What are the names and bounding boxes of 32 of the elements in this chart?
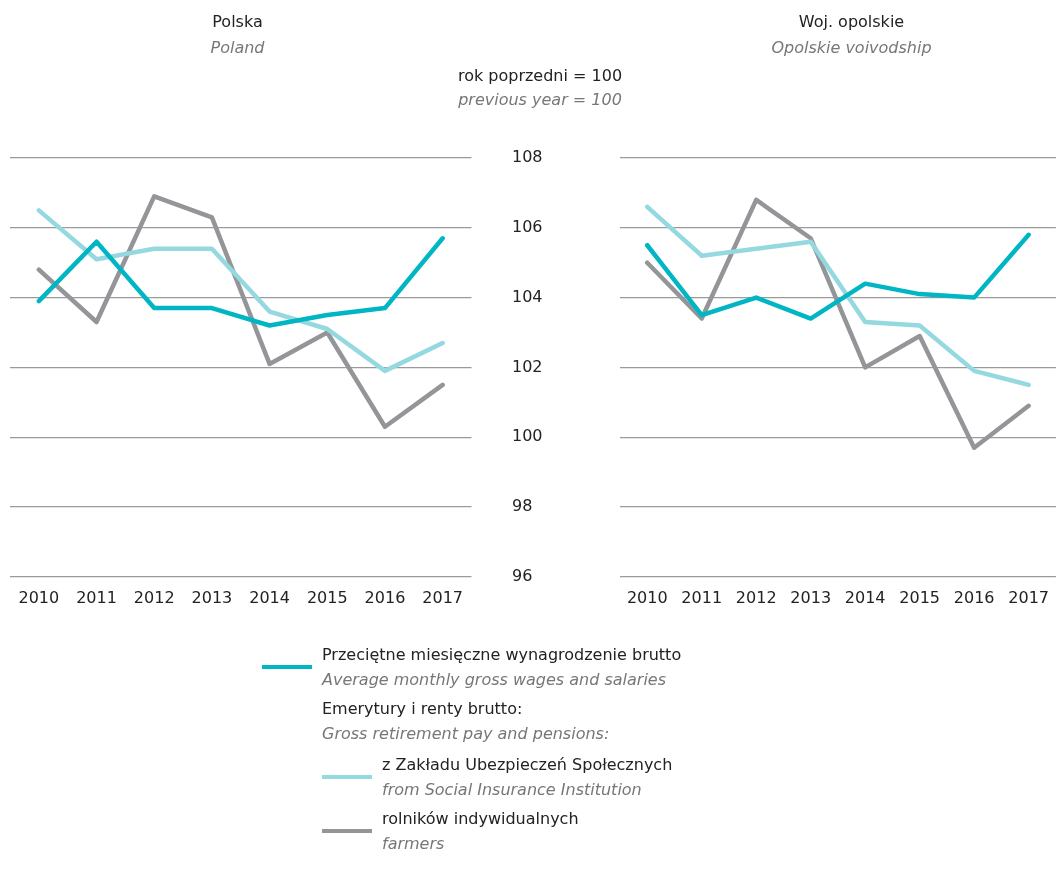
x-tick-label: 2013 bbox=[790, 587, 832, 607]
x-tick-label: 2011 bbox=[76, 587, 117, 607]
x-tick-label: 2014 bbox=[844, 587, 886, 607]
x-tick-label: 2010 bbox=[626, 587, 668, 607]
x-tick-label: 2011 bbox=[681, 587, 723, 607]
legend-label: z Zakładu Ubezpieczeń Społecznych from Social Insurance Institution bbox=[382, 754, 673, 801]
y-axis-title: rok poprzedni = 100 previous year = 100 bbox=[456, 65, 624, 111]
y-tick-label: 102 bbox=[512, 356, 543, 376]
y-tick-label: 108 bbox=[512, 147, 543, 167]
y-tick-label: 100 bbox=[512, 426, 543, 446]
y-tick-label: 96 bbox=[512, 565, 533, 585]
x-tick-label: 2016 bbox=[364, 587, 406, 607]
chart-title: Polska bbox=[211, 11, 264, 33]
x-tick-label: 2013 bbox=[191, 587, 233, 607]
chart-subtitle: Opolskie voivodship bbox=[770, 37, 933, 59]
x-tick-label: 2017 bbox=[1008, 587, 1049, 607]
x-tick-label: 2014 bbox=[249, 587, 290, 607]
legend-title: Emerytury i renty brutto: Gross retirement pay and pensions: bbox=[322, 698, 611, 745]
y-tick-label: 98 bbox=[512, 496, 533, 516]
x-tick-label: 2012 bbox=[133, 587, 175, 607]
x-tick-label: 2015 bbox=[306, 587, 348, 607]
x-tick-label: 2012 bbox=[735, 587, 777, 607]
chart-subtitle: Poland bbox=[209, 37, 266, 59]
x-tick-label: 2010 bbox=[18, 587, 60, 607]
x-tick-label: 2015 bbox=[899, 587, 941, 607]
y-tick-label: 106 bbox=[512, 216, 543, 236]
x-tick-label: 2017 bbox=[422, 587, 463, 607]
x-tick-label: 2016 bbox=[953, 587, 995, 607]
chart-title: Woj. opolskie bbox=[797, 11, 906, 33]
y-tick-label: 104 bbox=[512, 286, 543, 306]
legend-label: rolników indywidualnych farmers bbox=[382, 808, 579, 855]
legend-label: Przeciętne miesięczne wynagrodzenie brutto Average monthly gross wages and salaries bbox=[322, 644, 682, 691]
